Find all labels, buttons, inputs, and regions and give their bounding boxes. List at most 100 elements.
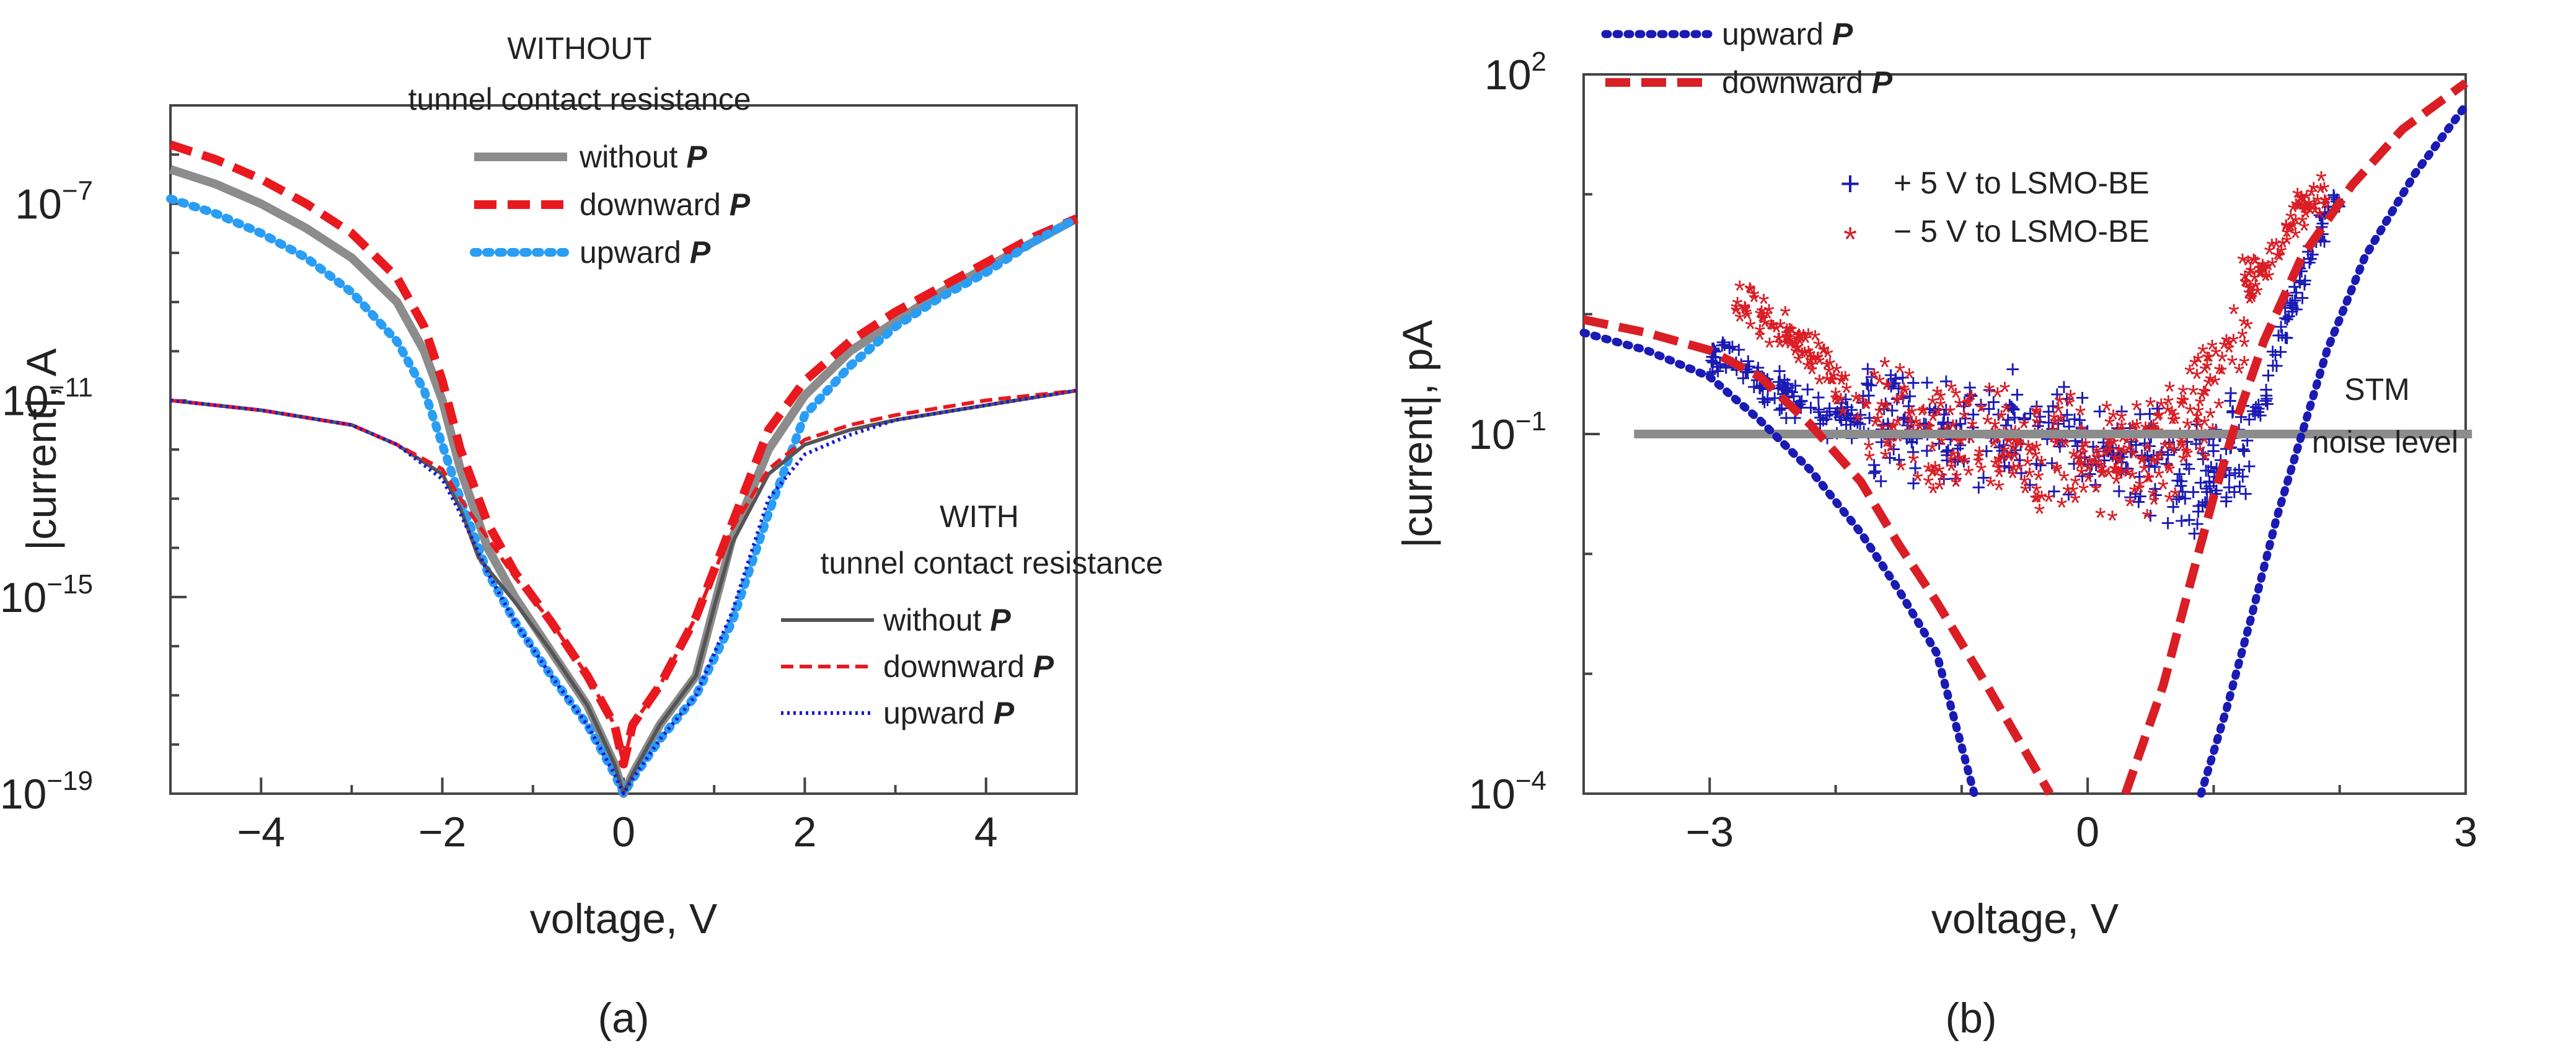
scatter-point: + — [2057, 407, 2071, 435]
scatter-point: * — [1802, 322, 1814, 354]
scatter-point: + — [1853, 401, 1868, 428]
scatter-point: + — [2062, 481, 2076, 508]
scatter-point: + — [2261, 362, 2275, 389]
scatter-point: * — [2198, 379, 2209, 412]
scatter-point: + — [1887, 436, 1901, 463]
scatter-point: * — [2239, 270, 2251, 303]
panel-a-caption: (a) — [598, 995, 649, 1042]
scatter-point: * — [2124, 490, 2135, 523]
scatter-point: + — [2179, 451, 2194, 478]
scatter-point: * — [1894, 357, 1905, 389]
scatter-point: + — [1820, 402, 1834, 429]
series-line-3 — [166, 194, 1081, 798]
scatter-point: * — [1739, 298, 1750, 330]
scatter-point: * — [1933, 400, 1944, 432]
scatter-point: * — [2205, 367, 2216, 399]
scatter-point: * — [1891, 388, 1902, 420]
scatter-point: + — [1847, 407, 1861, 435]
scatter-point: + — [2196, 440, 2210, 468]
scatter-point: + — [1862, 405, 1876, 432]
scatter-point: * — [1744, 277, 1755, 309]
scatter-point: + — [2174, 507, 2189, 534]
scatter-point: + — [1718, 332, 1732, 359]
legend-entry-downward-p: downward P — [883, 649, 1054, 684]
scatter-point: * — [1851, 386, 1862, 418]
scatter-point: + — [1957, 393, 1971, 420]
scatter-point: + — [1832, 404, 1846, 431]
scatter-point: + — [2278, 324, 2293, 352]
scatter-point: * — [1830, 381, 1842, 414]
scatter-point: + — [1958, 405, 1972, 432]
scatter-point: + — [2006, 396, 2021, 423]
scatter-point: + — [2091, 443, 2106, 470]
scatter-point: + — [2032, 409, 2047, 436]
scatter-point: * — [2027, 437, 2038, 469]
scatter-point: * — [1781, 327, 1793, 359]
scatter-point: * — [2177, 434, 2188, 466]
scatter-point: + — [1941, 437, 1955, 464]
scatter-point: + — [2202, 468, 2217, 495]
scatter-point: + — [1811, 396, 1825, 423]
scatter-point: + — [2288, 287, 2302, 314]
scatter-point: * — [2083, 456, 2094, 489]
scatter-point: * — [1923, 469, 1934, 501]
scatter-point: * — [1959, 404, 1970, 436]
scatter-point: * — [2148, 482, 2159, 514]
scatter-point: * — [2099, 441, 2110, 474]
scatter-point: * — [1951, 471, 1962, 503]
scatter-point: + — [2194, 469, 2208, 497]
scatter-point: + — [1882, 445, 1897, 472]
scatter-point: * — [1831, 357, 1842, 389]
scatter-point: + — [2178, 485, 2192, 512]
legend-title-line-1: WITH — [940, 499, 1019, 534]
scatter-point: + — [2132, 489, 2146, 516]
scatter-point: + — [1811, 384, 1825, 412]
scatter-point: * — [2101, 395, 2112, 427]
scatter-point: * — [2207, 334, 2218, 366]
panel-a-y-axis-label: |current|, A — [18, 348, 65, 551]
scatter-point: + — [1877, 396, 1891, 423]
scatter-point: * — [2296, 193, 2308, 225]
scatter-point: * — [2022, 450, 2033, 482]
scatter-point: + — [2275, 322, 2289, 349]
scatter-point: + — [1920, 369, 1934, 396]
scatter-point: * — [1775, 313, 1786, 345]
scatter-point: + — [2191, 498, 2205, 525]
x-tick-label: 3 — [2454, 809, 2477, 856]
scatter-point: * — [2228, 328, 2239, 360]
scatter-point: + — [2029, 393, 2044, 420]
scatter-point: + — [1830, 399, 1845, 426]
scatter-point: * — [2030, 443, 2041, 475]
scatter-point: * — [2050, 431, 2062, 463]
scatter-point: + — [2042, 409, 2056, 437]
scatter-point: + — [2112, 477, 2126, 505]
scatter-point: * — [2221, 328, 2232, 360]
legend-entry-minus-5v: − 5 V to LSMO-BE — [1894, 214, 2150, 249]
scatter-point: * — [1840, 365, 1851, 397]
scatter-point: + — [2155, 439, 2169, 466]
scatter-point: + — [2148, 453, 2162, 481]
scatter-point: + — [1840, 401, 1855, 428]
scatter-point: * — [1993, 456, 2005, 489]
scatter-point: * — [1732, 291, 1743, 323]
scatter-point: + — [2008, 437, 2022, 464]
series-line-5 — [170, 388, 1077, 766]
scatter-point: * — [2020, 477, 2031, 510]
scatter-point: * — [2068, 478, 2079, 510]
scatter-point: + — [2222, 474, 2236, 502]
scatter-point: * — [1805, 348, 1816, 381]
scatter-point: * — [2203, 371, 2214, 403]
scatter-point: * — [2163, 389, 2174, 421]
scatter-point: * — [2049, 406, 2060, 438]
scatter-point: + — [1962, 375, 1977, 402]
scatter-point: + — [2029, 451, 2044, 478]
scatter-point: * — [2216, 358, 2227, 391]
scatter-point: * — [2292, 194, 2303, 226]
scatter-point: * — [1881, 373, 1892, 405]
scatter-point: * — [2074, 448, 2085, 480]
scatter-point: + — [2005, 393, 2019, 420]
scatter-point: * — [2282, 228, 2293, 260]
scatter-point: + — [1908, 454, 1922, 482]
x-tick-label: 0 — [2076, 809, 2099, 856]
scatter-point: * — [2296, 208, 2308, 241]
